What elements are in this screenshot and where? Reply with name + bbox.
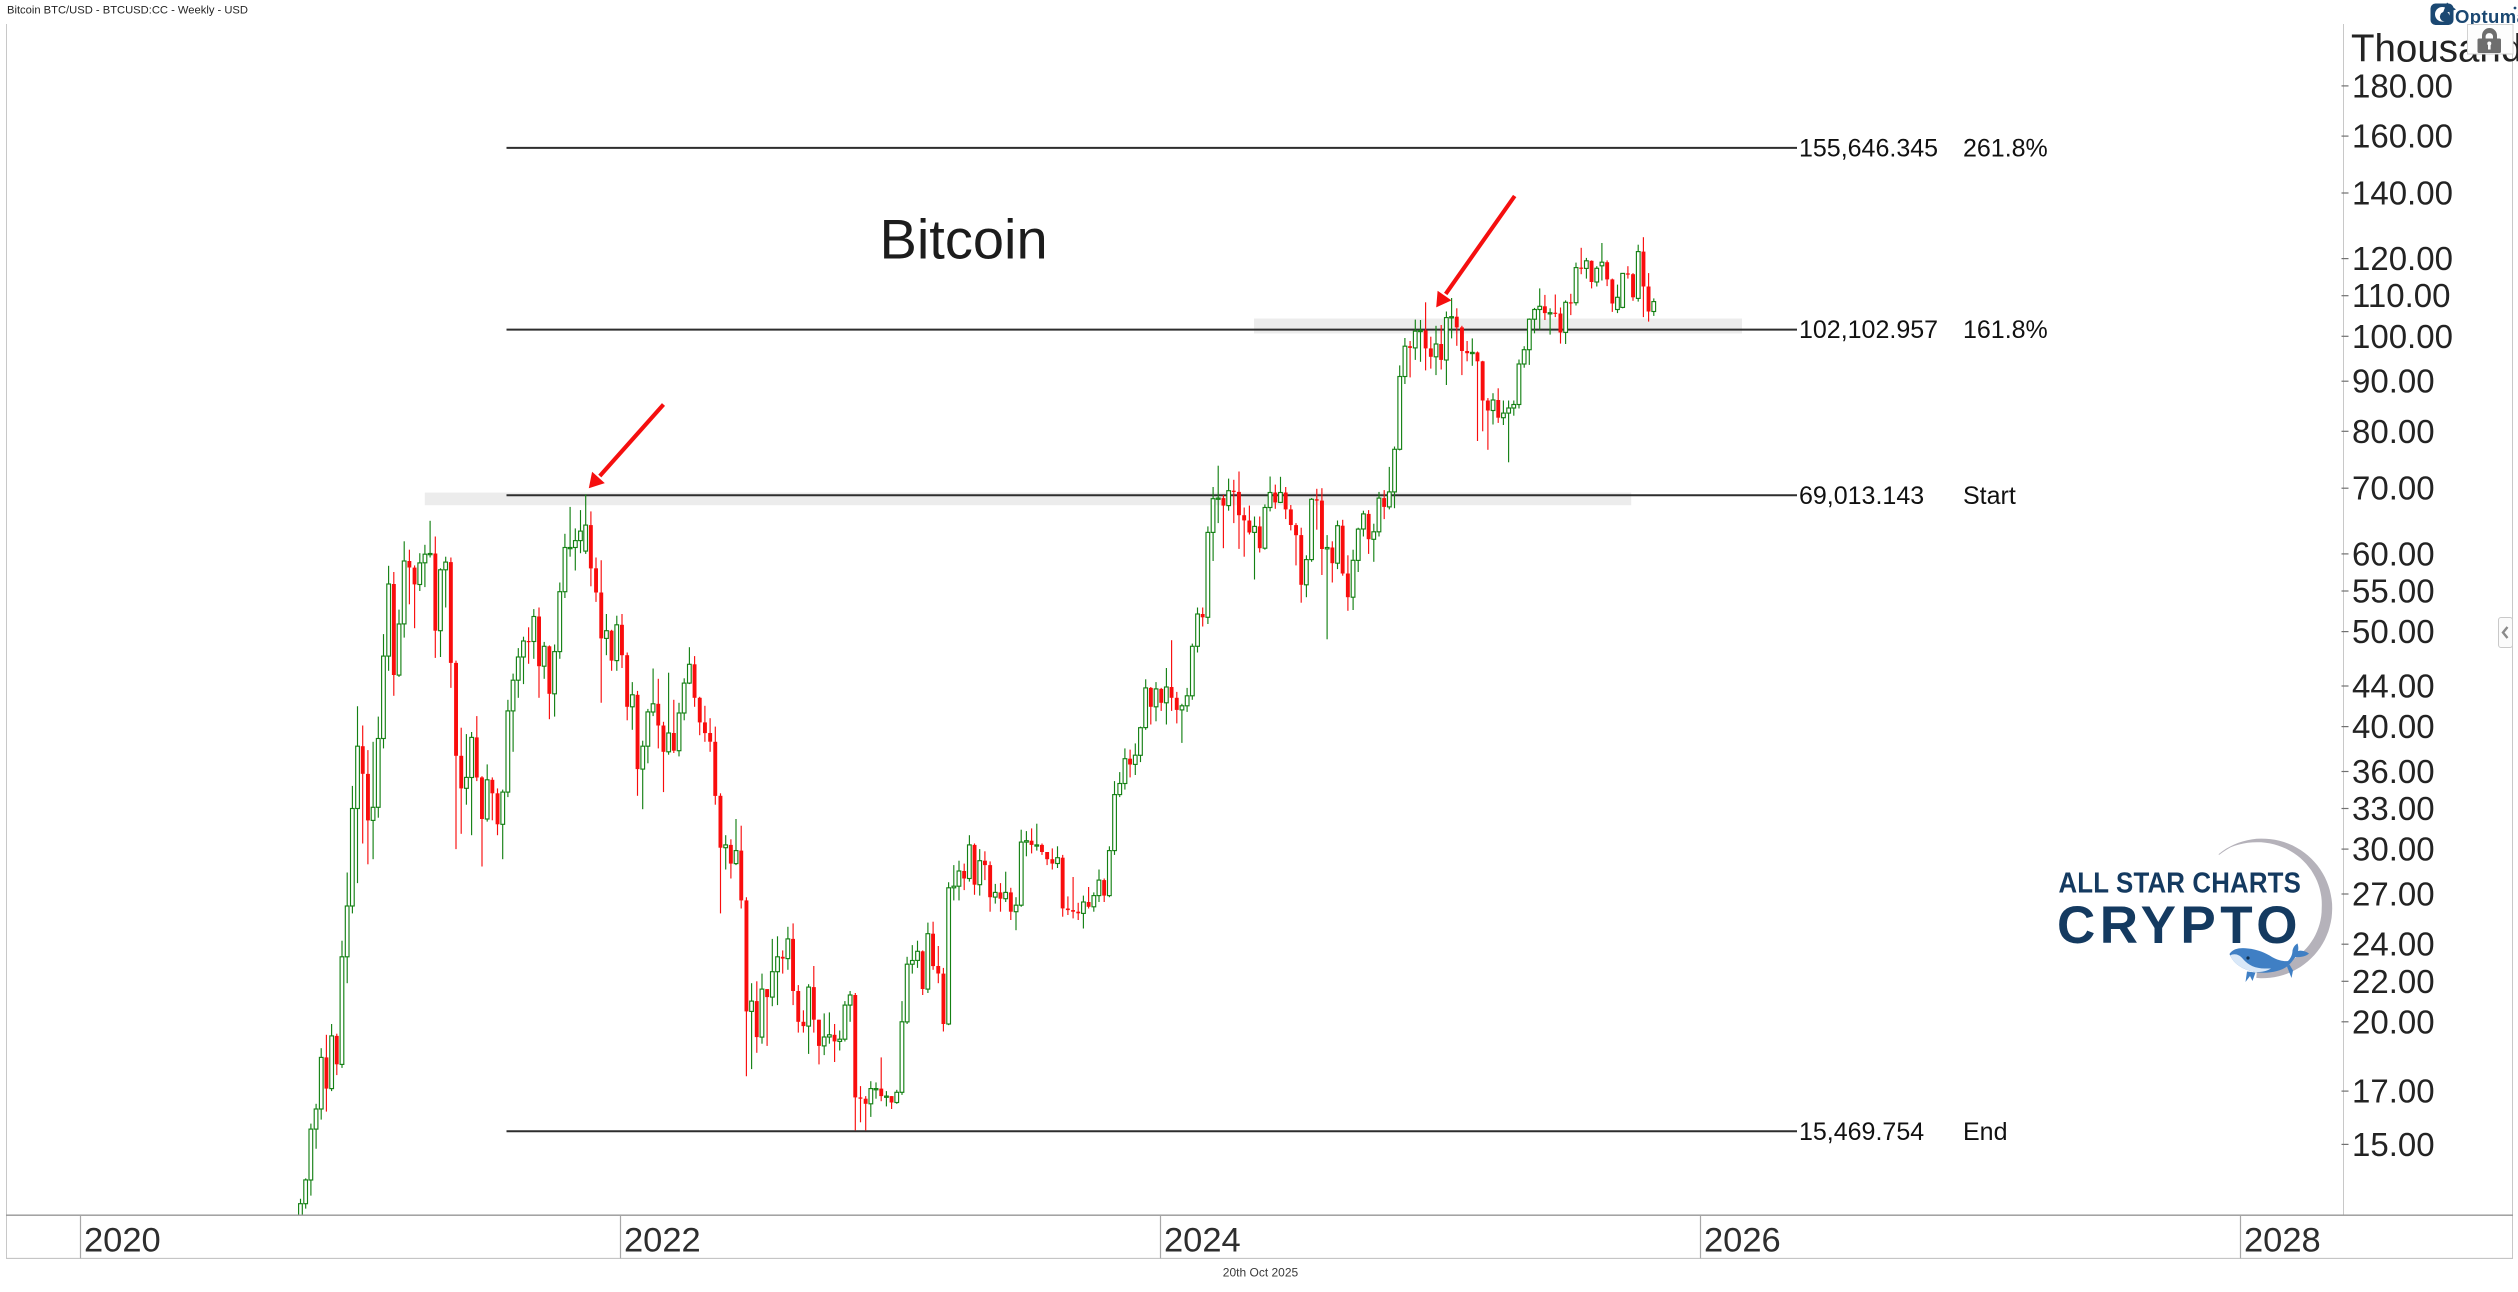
svg-text:44.00: 44.00 [2352, 668, 2435, 705]
svg-text:22.00: 22.00 [2352, 963, 2435, 1000]
svg-text:2028: 2028 [2244, 1222, 2321, 1260]
svg-text:End: End [1963, 1118, 2007, 1146]
svg-text:70.00: 70.00 [2352, 470, 2435, 507]
svg-text:55.00: 55.00 [2352, 573, 2435, 610]
svg-text:Bitcoin BTC/USD - BTCUSD:CC -: Bitcoin BTC/USD - BTCUSD:CC - Weekly - U… [7, 5, 248, 17]
svg-text:2020: 2020 [84, 1222, 161, 1260]
svg-text:2024: 2024 [1164, 1222, 1241, 1260]
svg-text:17.00: 17.00 [2352, 1073, 2435, 1110]
svg-text:180.00: 180.00 [2352, 67, 2453, 104]
svg-text:27.00: 27.00 [2352, 876, 2435, 913]
svg-text:ALL STAR CHARTS: ALL STAR CHARTS [2059, 866, 2301, 899]
svg-text:50.00: 50.00 [2352, 613, 2435, 650]
svg-text:33.00: 33.00 [2352, 790, 2435, 827]
svg-text:40.00: 40.00 [2352, 708, 2435, 745]
svg-text:CRYPTO: CRYPTO [2057, 896, 2302, 955]
svg-text:30.00: 30.00 [2352, 831, 2435, 868]
svg-text:15,469.754: 15,469.754 [1799, 1118, 1924, 1146]
svg-text:24.00: 24.00 [2352, 926, 2435, 963]
svg-text:69,013.143: 69,013.143 [1799, 482, 1924, 510]
svg-text:161.8%: 161.8% [1963, 316, 2048, 344]
svg-text:2022: 2022 [624, 1222, 701, 1260]
svg-text:2026: 2026 [1704, 1222, 1781, 1260]
svg-text:100.00: 100.00 [2352, 318, 2453, 355]
svg-text:36.00: 36.00 [2352, 753, 2435, 790]
svg-text:160.00: 160.00 [2352, 118, 2453, 155]
svg-text:20th Oct 2025: 20th Oct 2025 [1223, 1266, 1299, 1280]
svg-text:110.00: 110.00 [2352, 277, 2450, 314]
svg-text:120.00: 120.00 [2352, 240, 2453, 277]
svg-text:Bitcoin: Bitcoin [880, 208, 1048, 271]
svg-text:Optuma: Optuma [2455, 6, 2518, 27]
svg-text:20.00: 20.00 [2352, 1003, 2435, 1040]
svg-text:261.8%: 261.8% [1963, 134, 2048, 162]
svg-text:15.00: 15.00 [2352, 1126, 2435, 1163]
svg-text:90.00: 90.00 [2352, 363, 2435, 400]
svg-text:155,646.345: 155,646.345 [1799, 134, 1938, 162]
svg-text:Start: Start [1963, 482, 2016, 510]
svg-text:140.00: 140.00 [2352, 175, 2453, 212]
svg-text:60.00: 60.00 [2352, 535, 2435, 572]
svg-text:102,102.957: 102,102.957 [1799, 316, 1938, 344]
svg-text:80.00: 80.00 [2352, 413, 2435, 450]
